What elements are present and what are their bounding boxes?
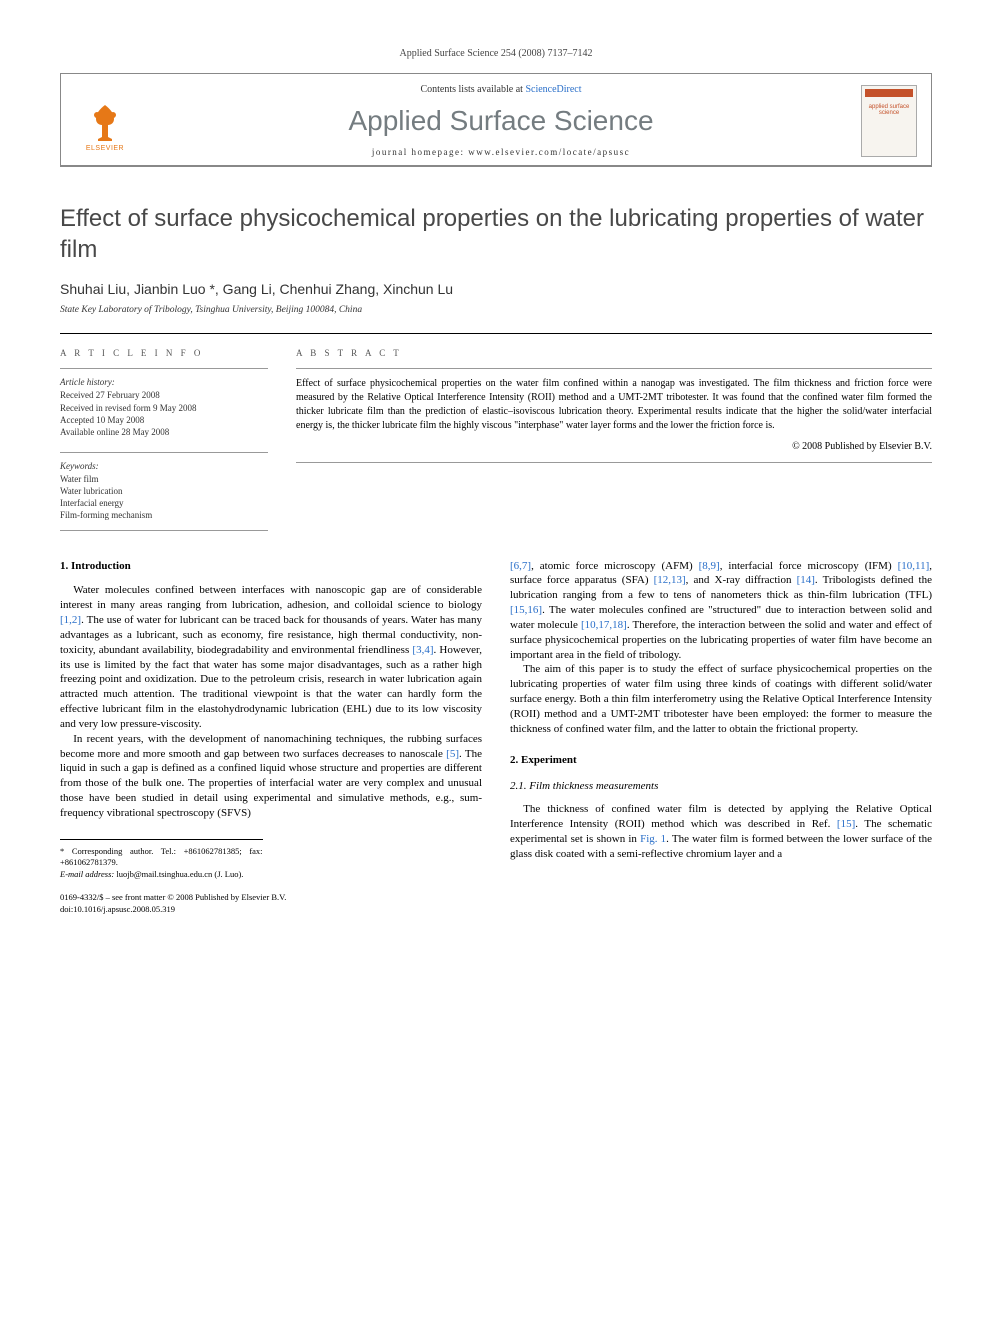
history-online: Available online 28 May 2008 (60, 426, 268, 438)
abstract-bottom-rule (296, 462, 932, 463)
citation-link[interactable]: [10,11] (898, 560, 930, 572)
history-accepted: Accepted 10 May 2008 (60, 414, 268, 426)
section-1-heading: 1. Introduction (60, 559, 482, 574)
info-abstract-row: A R T I C L E I N F O Article history: R… (60, 348, 932, 530)
citation-link[interactable]: [15] (837, 818, 855, 830)
issn-line: 0169-4332/$ – see front matter © 2008 Pu… (60, 892, 482, 903)
body-paragraph: The thickness of confined water film is … (510, 802, 932, 861)
corresponding-author-note: * Corresponding author. Tel.: +861062781… (60, 846, 263, 869)
citation-link[interactable]: [1,2] (60, 614, 81, 626)
keyword-item: Interfacial energy (60, 497, 268, 509)
homepage-prefix: journal homepage: (372, 147, 468, 157)
history-received: Received 27 February 2008 (60, 389, 268, 401)
doi-line: doi:10.1016/j.apsusc.2008.05.319 (60, 904, 482, 915)
abstract-col: A B S T R A C T Effect of surface physic… (296, 348, 932, 530)
footnotes: * Corresponding author. Tel.: +861062781… (60, 839, 263, 880)
keywords-label: Keywords: (60, 461, 268, 471)
body-col-left: 1. Introduction Water molecules confined… (60, 559, 482, 916)
journal-title: Applied Surface Science (155, 105, 847, 137)
article-info-col: A R T I C L E I N F O Article history: R… (60, 348, 268, 530)
body-paragraph: [6,7], atomic force microscopy (AFM) [8,… (510, 559, 932, 663)
citation-link[interactable]: [14] (797, 574, 815, 586)
abstract-copyright: © 2008 Published by Elsevier B.V. (296, 441, 932, 452)
section-2-1-heading: 2.1. Film thickness measurements (510, 779, 932, 794)
keywords-block: Keywords: Water film Water lubrication I… (60, 452, 268, 531)
body-paragraph: The aim of this paper is to study the ef… (510, 662, 932, 736)
body-columns: 1. Introduction Water molecules confined… (60, 559, 932, 916)
body-col-right: [6,7], atomic force microscopy (AFM) [8,… (510, 559, 932, 916)
homepage-url[interactable]: www.elsevier.com/locate/apsusc (468, 147, 630, 157)
article-history: Article history: Received 27 February 20… (60, 368, 268, 438)
email-suffix: (J. Luo). (212, 869, 243, 879)
article-info-heading: A R T I C L E I N F O (60, 348, 268, 358)
journal-homepage: journal homepage: www.elsevier.com/locat… (155, 147, 847, 157)
masthead: ELSEVIER Contents lists available at Sci… (60, 73, 932, 167)
history-label: Article history: (60, 377, 268, 387)
masthead-row: ELSEVIER Contents lists available at Sci… (61, 74, 931, 166)
page-footer: 0169-4332/$ – see front matter © 2008 Pu… (60, 892, 482, 915)
masthead-center: Contents lists available at ScienceDirec… (155, 84, 847, 157)
contents-prefix: Contents lists available at (420, 84, 525, 95)
affiliation: State Key Laboratory of Tribology, Tsing… (60, 305, 932, 315)
citation-link[interactable]: [3,4] (412, 644, 433, 656)
elsevier-tree-icon (82, 101, 128, 143)
section-2-heading: 2. Experiment (510, 753, 932, 768)
page-container: Applied Surface Science 254 (2008) 7137–… (0, 0, 992, 955)
citation-link[interactable]: [5] (446, 748, 459, 760)
body-paragraph: Water molecules confined between interfa… (60, 583, 482, 731)
abstract-heading: A B S T R A C T (296, 348, 932, 358)
keyword-item: Film-forming mechanism (60, 509, 268, 521)
email-line: E-mail address: luojb@mail.tsinghua.edu.… (60, 869, 263, 880)
citation-link[interactable]: [15,16] (510, 604, 542, 616)
sciencedirect-link[interactable]: ScienceDirect (525, 84, 581, 95)
running-header: Applied Surface Science 254 (2008) 7137–… (60, 48, 932, 59)
journal-cover-thumbnail: applied surface science (861, 85, 917, 157)
elsevier-label: ELSEVIER (86, 145, 124, 152)
keyword-item: Water film (60, 473, 268, 485)
abstract-text: Effect of surface physicochemical proper… (296, 368, 932, 433)
body-paragraph: In recent years, with the development of… (60, 732, 482, 821)
keyword-item: Water lubrication (60, 485, 268, 497)
email-address[interactable]: luojb@mail.tsinghua.edu.cn (116, 869, 212, 879)
article-title: Effect of surface physicochemical proper… (60, 203, 932, 265)
email-label: E-mail address: (60, 869, 116, 879)
citation-link[interactable]: [8,9] (699, 560, 720, 572)
figure-link[interactable]: Fig. 1 (640, 833, 666, 845)
citation-link[interactable]: [6,7] (510, 560, 531, 572)
history-revised: Received in revised form 9 May 2008 (60, 402, 268, 414)
citation-link[interactable]: [10,17,18] (581, 619, 627, 631)
journal-cover-label: applied surface science (862, 104, 916, 117)
citation-link[interactable]: [12,13] (654, 574, 686, 586)
author-list: Shuhai Liu, Jianbin Luo *, Gang Li, Chen… (60, 281, 932, 297)
elsevier-logo: ELSEVIER (75, 90, 135, 152)
contents-available-line: Contents lists available at ScienceDirec… (155, 84, 847, 95)
title-divider (60, 333, 932, 334)
